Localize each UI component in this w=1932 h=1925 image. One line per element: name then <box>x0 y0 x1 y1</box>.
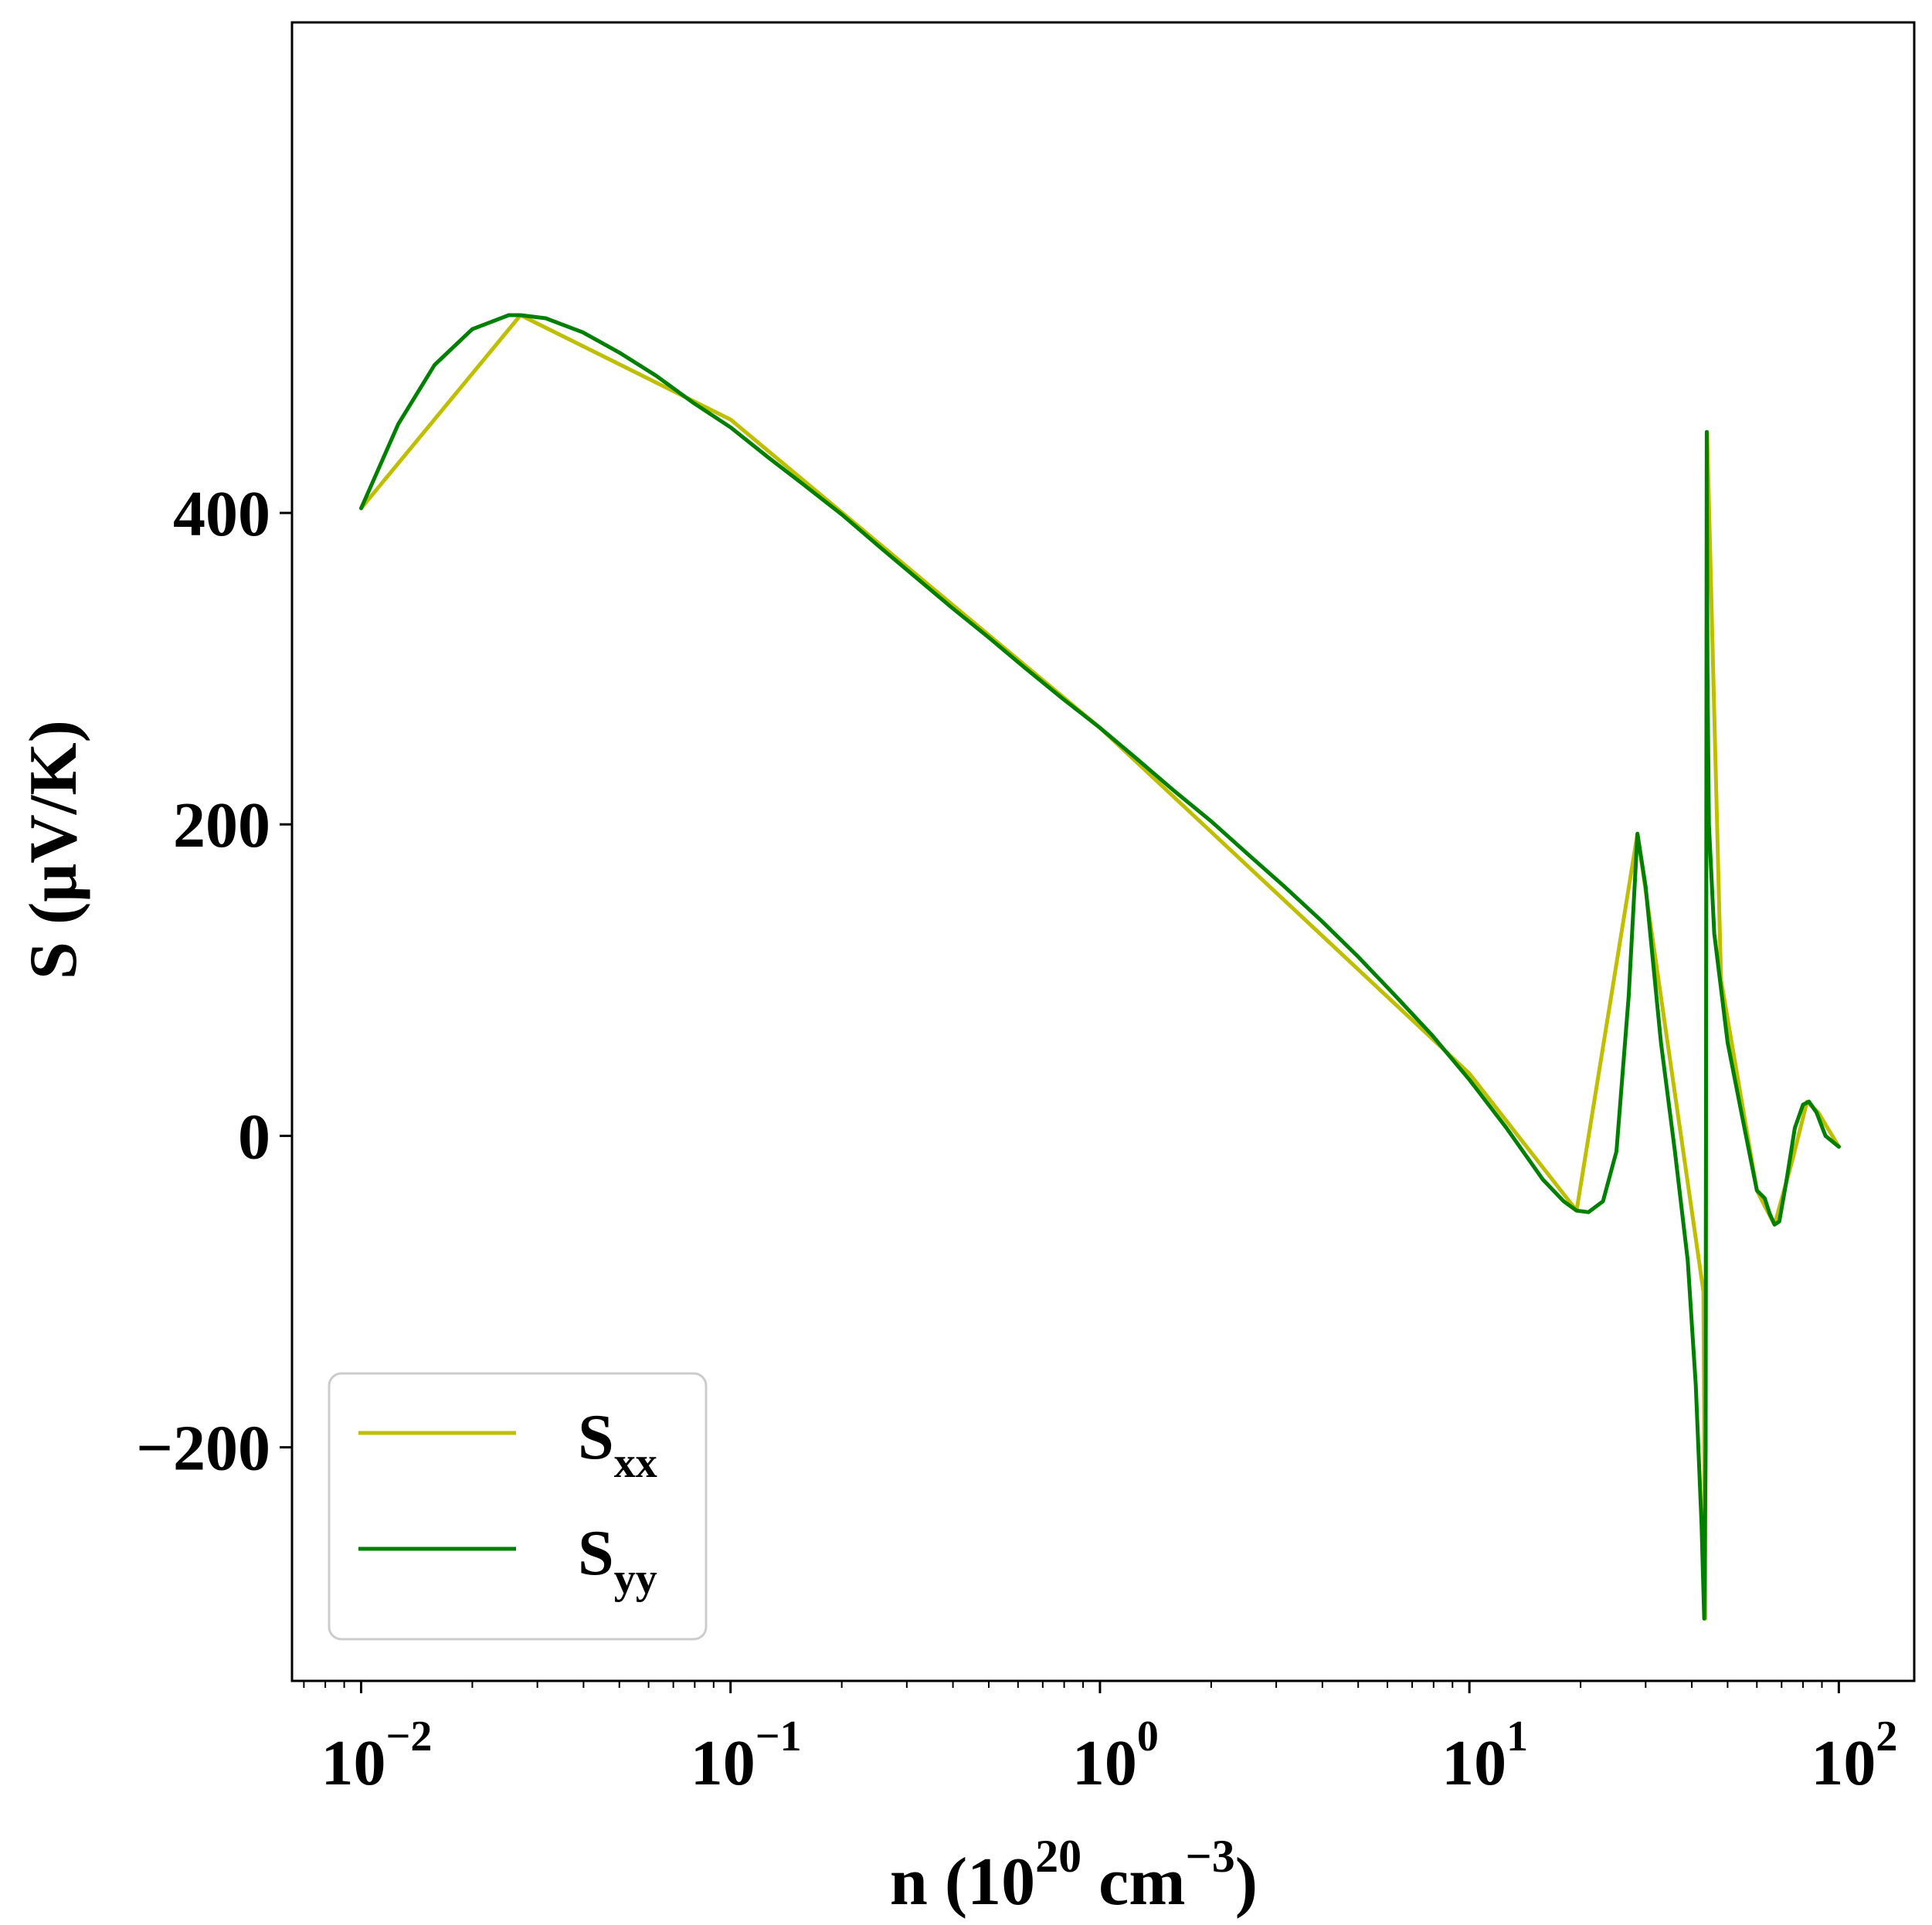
x-axis-label-exp2: −3 <box>1186 1831 1235 1882</box>
x-tick-base: 10 <box>1811 1727 1876 1799</box>
x-axis-label-prefix: n (10 <box>890 1845 1035 1920</box>
x-tick-exp: 0 <box>1137 1713 1159 1760</box>
y-axis-ticks: −200 0 200 400 <box>136 478 292 1485</box>
x-axis-label-suffix: ) <box>1235 1845 1258 1920</box>
x-tick-base: 10 <box>691 1727 755 1799</box>
x-axis-ticks: 10−2 10−1 100 101 102 <box>303 1681 1897 1799</box>
x-tick-exp: −1 <box>755 1713 802 1760</box>
x-tick-label: 102 <box>1811 1713 1897 1799</box>
legend-label-syy: Syy <box>578 1517 657 1603</box>
y-tick-label: 400 <box>173 478 270 550</box>
x-axis-label: n (1020 cm−3) <box>890 1831 1258 1920</box>
legend: Sxx Syy <box>328 1372 708 1641</box>
series-line-yy <box>359 313 1841 1621</box>
legend-label-sxx-sub: xx <box>614 1439 657 1487</box>
x-tick-exp: 1 <box>1506 1713 1528 1760</box>
y-tick-label: 200 <box>173 789 270 861</box>
y-axis-label: S (μV/K) <box>16 720 91 979</box>
x-tick-base: 10 <box>1072 1727 1137 1799</box>
x-tick-label: 10−2 <box>321 1713 433 1799</box>
x-axis-label-middle: cm <box>1081 1845 1185 1920</box>
x-tick-exp: −2 <box>386 1713 433 1760</box>
y-tick-label: −200 <box>136 1413 270 1485</box>
series-layer <box>359 313 1841 1621</box>
legend-box <box>328 1372 708 1641</box>
y-tick-label: 0 <box>238 1101 270 1173</box>
x-tick-label: 101 <box>1441 1713 1528 1799</box>
x-tick-base: 10 <box>1441 1727 1506 1799</box>
legend-label-sxx-main: S <box>578 1401 614 1473</box>
legend-label-sxx: Sxx <box>578 1401 657 1487</box>
plot-frame <box>290 21 1916 1682</box>
x-tick-label: 10−1 <box>691 1713 802 1799</box>
x-tick-base: 10 <box>321 1727 386 1799</box>
legend-label-syy-sub: yy <box>614 1555 657 1603</box>
x-tick-label: 100 <box>1072 1713 1159 1799</box>
x-axis-label-exp1: 20 <box>1035 1831 1081 1882</box>
x-tick-exp: 2 <box>1876 1713 1897 1760</box>
legend-label-syy-main: S <box>578 1517 614 1589</box>
